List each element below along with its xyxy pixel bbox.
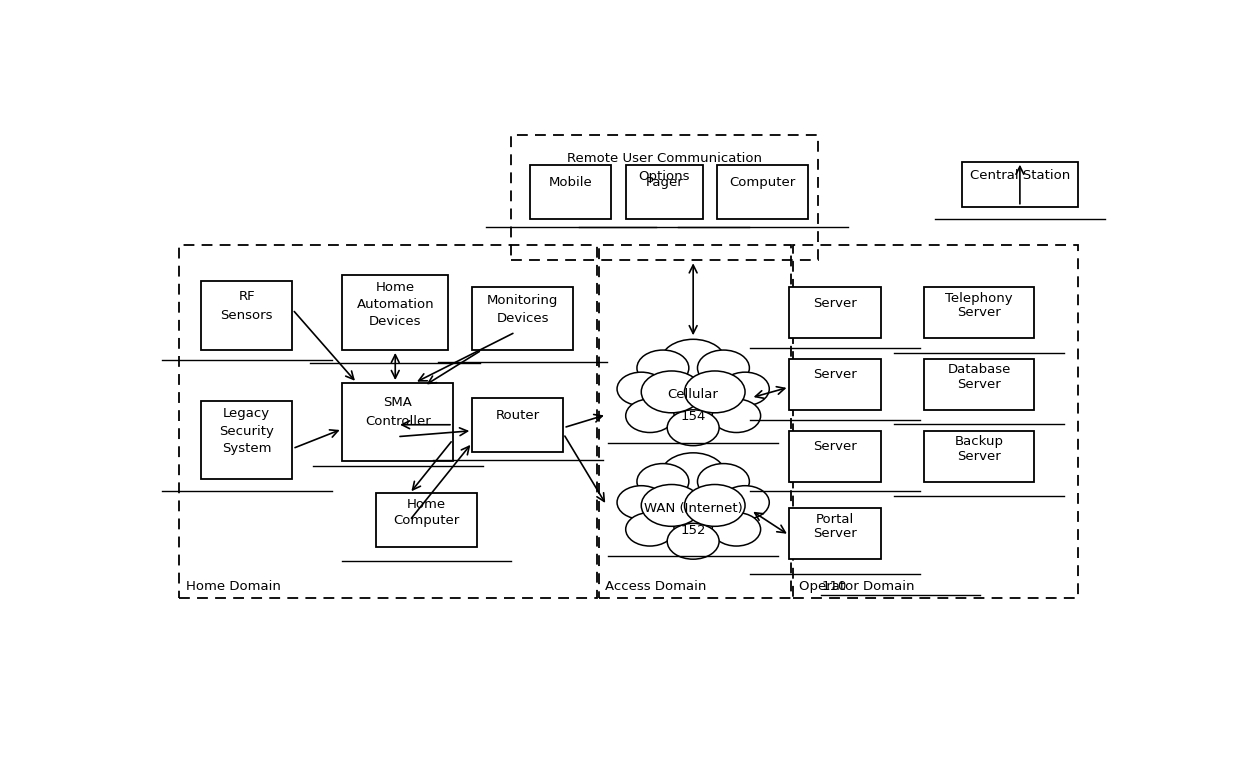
Text: 127: 127: [414, 529, 439, 542]
FancyBboxPatch shape: [789, 508, 880, 559]
Ellipse shape: [684, 484, 745, 526]
Ellipse shape: [660, 453, 727, 498]
Text: Devices: Devices: [370, 314, 422, 327]
Ellipse shape: [667, 410, 719, 445]
FancyBboxPatch shape: [201, 282, 293, 350]
Text: Database: Database: [947, 363, 1011, 376]
Text: 185: 185: [966, 393, 992, 405]
Text: System: System: [222, 442, 272, 455]
Ellipse shape: [697, 350, 749, 386]
Text: Cellular: Cellular: [667, 388, 719, 401]
Ellipse shape: [720, 372, 769, 406]
Text: Server: Server: [813, 369, 857, 381]
Ellipse shape: [697, 463, 749, 500]
Text: 140: 140: [510, 330, 536, 343]
Text: 120: 120: [384, 435, 410, 448]
Text: 165: 165: [822, 459, 848, 472]
Text: Router: Router: [496, 409, 539, 421]
Text: 165: 165: [822, 387, 848, 400]
Text: Options: Options: [639, 170, 691, 183]
Text: WAN (Internet): WAN (Internet): [644, 502, 743, 515]
Ellipse shape: [720, 486, 769, 519]
Text: 197: 197: [750, 195, 775, 208]
Text: 190: 190: [1007, 187, 1033, 199]
Text: Home: Home: [376, 282, 415, 294]
Text: Controller: Controller: [365, 415, 430, 428]
FancyBboxPatch shape: [789, 287, 880, 338]
Text: Server: Server: [813, 296, 857, 310]
Text: Automation: Automation: [356, 298, 434, 311]
Text: Sensors: Sensors: [221, 309, 273, 322]
FancyBboxPatch shape: [924, 359, 1034, 410]
Text: Server: Server: [813, 527, 857, 540]
Text: Server: Server: [957, 449, 1001, 462]
Ellipse shape: [641, 484, 702, 526]
Text: 154: 154: [681, 411, 706, 424]
Text: Pager: Pager: [646, 175, 683, 189]
Text: Computer: Computer: [393, 514, 460, 527]
Text: Monitoring: Monitoring: [487, 294, 558, 307]
Ellipse shape: [637, 463, 689, 500]
Text: 180: 180: [966, 320, 992, 334]
Text: 145: 145: [383, 331, 408, 344]
Ellipse shape: [660, 339, 727, 385]
Text: Portal: Portal: [816, 513, 854, 526]
Text: Legacy: Legacy: [223, 407, 270, 421]
Text: RF: RF: [238, 290, 255, 303]
FancyBboxPatch shape: [717, 165, 808, 219]
Text: Mobile: Mobile: [549, 175, 593, 189]
FancyBboxPatch shape: [342, 383, 453, 461]
Text: SMA: SMA: [383, 396, 412, 409]
Text: 125: 125: [505, 428, 531, 441]
FancyBboxPatch shape: [789, 431, 880, 481]
Text: Home Domain: Home Domain: [186, 580, 285, 593]
Text: Access Domain: Access Domain: [605, 580, 711, 593]
Text: Server: Server: [957, 378, 1001, 391]
FancyBboxPatch shape: [962, 162, 1078, 206]
Ellipse shape: [684, 371, 745, 413]
Ellipse shape: [618, 486, 666, 519]
Text: Server: Server: [813, 440, 857, 453]
Text: 195: 195: [652, 195, 677, 208]
FancyBboxPatch shape: [472, 287, 573, 350]
Text: Devices: Devices: [496, 312, 549, 325]
Text: Operator Domain: Operator Domain: [799, 580, 919, 593]
Text: 110: 110: [821, 580, 847, 593]
Ellipse shape: [712, 513, 760, 546]
FancyBboxPatch shape: [626, 165, 703, 219]
Text: Backup: Backup: [955, 435, 1003, 448]
Text: 130: 130: [234, 328, 259, 341]
Text: 175: 175: [966, 464, 992, 477]
Text: Central Station: Central Station: [970, 168, 1070, 182]
Ellipse shape: [637, 350, 689, 386]
Ellipse shape: [712, 399, 760, 432]
Text: 165: 165: [822, 316, 848, 329]
FancyBboxPatch shape: [201, 401, 293, 479]
Text: Security: Security: [219, 424, 274, 438]
Text: 135: 135: [234, 459, 259, 472]
FancyBboxPatch shape: [472, 398, 563, 452]
FancyBboxPatch shape: [529, 165, 611, 219]
Text: 170: 170: [822, 542, 848, 555]
Text: Computer: Computer: [729, 175, 796, 189]
Ellipse shape: [626, 513, 675, 546]
Text: 152: 152: [681, 524, 706, 537]
Text: Server: Server: [957, 307, 1001, 319]
Text: 192: 192: [558, 195, 583, 208]
FancyBboxPatch shape: [789, 359, 880, 410]
FancyBboxPatch shape: [924, 431, 1034, 481]
Ellipse shape: [618, 372, 666, 406]
Ellipse shape: [641, 371, 702, 413]
FancyBboxPatch shape: [376, 494, 477, 547]
Ellipse shape: [626, 399, 675, 432]
Text: Home: Home: [407, 498, 446, 511]
FancyBboxPatch shape: [924, 287, 1034, 338]
Text: Remote User Communication: Remote User Communication: [567, 152, 761, 165]
Ellipse shape: [667, 523, 719, 559]
FancyBboxPatch shape: [342, 275, 448, 350]
Text: Telephony: Telephony: [945, 292, 1013, 305]
